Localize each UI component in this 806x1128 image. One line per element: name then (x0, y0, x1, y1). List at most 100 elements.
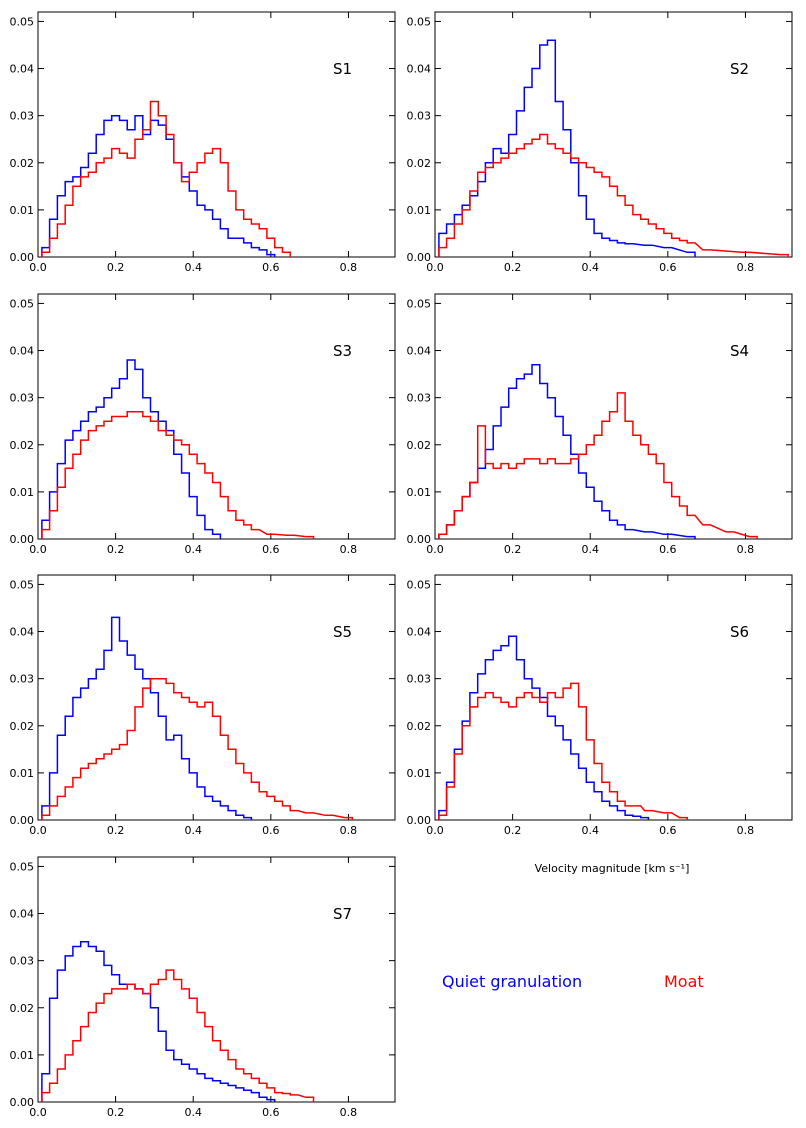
x-tick-label: 0.0 (426, 261, 444, 274)
y-tick-label: 0.05 (407, 15, 432, 28)
x-tick-label: 0.4 (581, 543, 599, 556)
y-tick-label: 0.00 (10, 1096, 35, 1109)
panel-label: S1 (333, 60, 352, 78)
x-tick-label: 0.4 (581, 261, 599, 274)
panel-s4: 0.0 0.2 0.4 0.6 0.8 0.00 0.01 0.02 0.03 0.04 0.05 S… (407, 293, 793, 556)
series-moat (438, 682, 688, 820)
y-tick-label: 0.01 (10, 767, 35, 780)
x-tick-label: 0.6 (262, 1106, 280, 1119)
y-tick-label: 0.04 (407, 63, 432, 76)
panel-label: S3 (333, 342, 352, 360)
y-tick-label: 0.03 (10, 673, 35, 686)
series-moat (41, 969, 315, 1102)
series-moat (41, 677, 354, 820)
panel-label: S5 (333, 623, 352, 641)
y-tick-label: 0.05 (10, 578, 35, 591)
series-quiet-granulation (438, 39, 696, 257)
series-quiet-granulation (41, 941, 276, 1102)
y-tick-label: 0.03 (10, 955, 35, 968)
x-tick-label: 0.6 (659, 824, 677, 837)
x-tick-label: 0.8 (737, 261, 755, 274)
x-tick-label: 0.4 (184, 824, 202, 837)
plot-frame (37, 574, 396, 821)
series-quiet-granulation (41, 616, 253, 820)
y-tick-label: 0.03 (10, 110, 35, 123)
x-tick-label: 0.8 (737, 543, 755, 556)
x-tick-label: 0.2 (504, 824, 522, 837)
y-tick-label: 0.03 (10, 392, 35, 405)
x-tick-label: 0.4 (184, 261, 202, 274)
y-tick-label: 0.04 (10, 345, 35, 358)
x-tick-label: 0.8 (340, 261, 358, 274)
y-tick-label: 0.01 (10, 204, 35, 217)
x-tick-label: 0.6 (262, 543, 280, 556)
x-tick-label: 0.2 (107, 824, 125, 837)
x-tick-label: 0.2 (107, 543, 125, 556)
y-tick-label: 0.01 (407, 767, 432, 780)
x-tick-label: 0.0 (426, 543, 444, 556)
plot-frame (434, 293, 793, 540)
y-tick-label: 0.02 (407, 439, 432, 452)
x-tick-label: 0.6 (659, 261, 677, 274)
panel-s3: 0.0 0.2 0.4 0.6 0.8 0.00 0.01 0.02 0.03 0.04 0.05 S… (10, 293, 396, 556)
y-tick-label: 0.00 (407, 814, 432, 827)
series-quiet-granulation (41, 359, 222, 539)
panel-label: S2 (730, 60, 749, 78)
legend-quiet-granulation: Quiet granulation (442, 972, 582, 991)
y-tick-label: 0.04 (407, 626, 432, 639)
series-quiet-granulation (438, 635, 650, 820)
plot-frame (434, 574, 793, 821)
x-axis-title: Velocity magnitude [km s⁻¹] (535, 862, 690, 875)
x-tick-label: 0.6 (262, 261, 280, 274)
y-tick-label: 0.02 (10, 720, 35, 733)
series-moat (438, 133, 789, 257)
x-tick-label: 0.0 (29, 261, 47, 274)
y-tick-label: 0.05 (407, 297, 432, 310)
y-tick-label: 0.05 (407, 578, 432, 591)
y-tick-label: 0.00 (407, 251, 432, 264)
y-tick-label: 0.01 (10, 1049, 35, 1062)
plot-frame (434, 11, 793, 258)
y-tick-label: 0.01 (407, 204, 432, 217)
panel-s6: 0.0 0.2 0.4 0.6 0.8 0.00 0.01 0.02 0.03 0.04 0.05 S… (407, 574, 793, 837)
y-tick-label: 0.02 (10, 157, 35, 170)
panel-label: S6 (730, 623, 749, 641)
panels-group: 0.0 0.2 0.4 0.6 0.8 0.00 0.01 0.02 0.03 0.04 0.05 S… (10, 11, 793, 1119)
series-moat (41, 411, 315, 539)
x-tick-label: 0.8 (340, 1106, 358, 1119)
x-tick-label: 0.0 (29, 824, 47, 837)
y-tick-label: 0.00 (407, 533, 432, 546)
y-tick-label: 0.03 (407, 673, 432, 686)
x-tick-label: 0.0 (426, 824, 444, 837)
x-tick-label: 0.0 (29, 1106, 47, 1119)
x-tick-label: 0.6 (659, 543, 677, 556)
x-tick-label: 0.4 (184, 1106, 202, 1119)
series-moat (438, 392, 758, 539)
legend-moat: Moat (664, 972, 704, 991)
y-tick-label: 0.03 (407, 110, 432, 123)
x-tick-label: 0.8 (340, 824, 358, 837)
y-tick-label: 0.04 (10, 908, 35, 921)
panel-s2: 0.0 0.2 0.4 0.6 0.8 0.00 0.01 0.02 0.03 0.04 0.05 S… (407, 11, 793, 274)
panel-label: S7 (333, 905, 352, 923)
y-tick-label: 0.02 (407, 157, 432, 170)
y-tick-label: 0.05 (10, 860, 35, 873)
x-tick-label: 0.2 (504, 261, 522, 274)
y-tick-label: 0.04 (10, 626, 35, 639)
y-tick-label: 0.01 (10, 486, 35, 499)
x-tick-label: 0.0 (29, 543, 47, 556)
y-tick-label: 0.02 (10, 439, 35, 452)
panel-s5: 0.0 0.2 0.4 0.6 0.8 0.00 0.01 0.02 0.03 0.04 0.05 S… (10, 574, 396, 837)
legend: Quiet granulation Moat (442, 972, 704, 991)
plot-frame (37, 293, 396, 540)
x-tick-label: 0.2 (107, 1106, 125, 1119)
x-tick-label: 0.4 (581, 824, 599, 837)
y-tick-label: 0.05 (10, 297, 35, 310)
x-tick-label: 0.4 (184, 543, 202, 556)
panel-s1: 0.0 0.2 0.4 0.6 0.8 0.00 0.01 0.02 0.03 0.04 0.05 S… (10, 11, 396, 274)
x-tick-label: 0.8 (737, 824, 755, 837)
y-tick-label: 0.02 (10, 1002, 35, 1015)
panel-s7: 0.0 0.2 0.4 0.6 0.8 0.00 0.01 0.02 0.03 0.04 0.05 S… (10, 856, 396, 1119)
y-tick-label: 0.05 (10, 15, 35, 28)
